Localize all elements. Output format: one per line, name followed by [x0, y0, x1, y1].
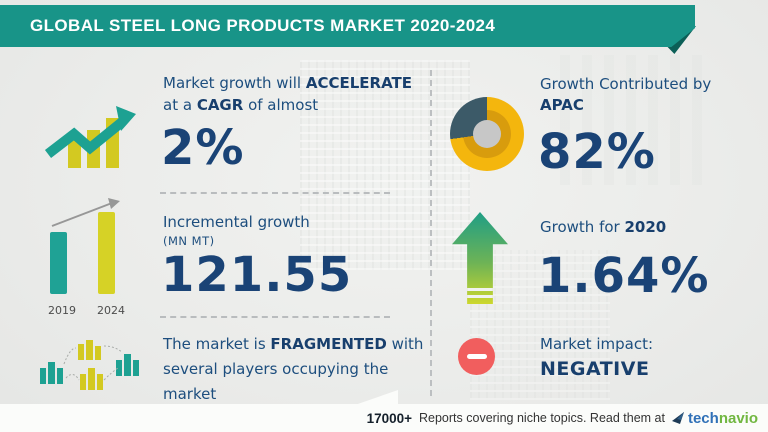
fragmented-post: with several players occupying the marke…: [163, 335, 424, 403]
growth-2020-value: 1.64%: [538, 248, 710, 304]
report-count: 17000+: [366, 410, 412, 426]
apac-text: Growth Contributed by APAC: [540, 74, 711, 116]
footer-bar: 17000+ Reports covering niche topics. Re…: [0, 404, 768, 432]
apac-line2: APAC: [540, 96, 584, 114]
year-comparison-bars-icon: [50, 198, 120, 294]
cagr-text: Market growth will ACCELERATE at a CAGR …: [163, 72, 433, 116]
growth-2020-text: Growth for 2020: [540, 216, 666, 238]
arrow-stripe: [467, 295, 493, 298]
divider: [160, 192, 390, 194]
growth-trend-icon: [44, 106, 136, 168]
arrow-stripe: [467, 288, 493, 291]
growth-2020-pre: Growth for: [540, 218, 625, 236]
apac-value: 82%: [538, 124, 656, 180]
fragmented-bold: FRAGMENTED: [270, 335, 387, 353]
fragmented-pre: The market is: [163, 335, 271, 353]
impact-value: NEGATIVE: [540, 358, 650, 380]
fragmented-market-icon: [40, 340, 139, 390]
cagr-value: 2%: [161, 120, 245, 176]
bar-year-right-label: 2024: [97, 304, 125, 317]
logo-tech: tech: [687, 409, 719, 427]
donut-center: [473, 120, 501, 148]
growth-up-arrow-icon: [452, 212, 508, 304]
technavio-sail-icon: [671, 411, 684, 424]
divider: [160, 316, 390, 318]
apac-line1: Growth Contributed by: [540, 75, 712, 93]
column-divider: [430, 70, 432, 396]
page-title: GLOBAL STEEL LONG PRODUCTS MARKET 2020-2…: [30, 16, 496, 35]
technavio-logo[interactable]: technavio: [671, 409, 758, 427]
negative-impact-icon: [458, 338, 495, 375]
cagr-line2a: at a: [163, 96, 197, 114]
footer-text: Reports covering niche topics. Read them…: [419, 411, 665, 425]
incremental-value: 121.55: [161, 247, 353, 303]
cagr-label: CAGR: [196, 96, 244, 114]
header-ribbon: GLOBAL STEEL LONG PRODUCTS MARKET 2020-2…: [0, 5, 695, 47]
logo-navio: navio: [718, 409, 758, 427]
cagr-line2c: of almost: [243, 96, 319, 114]
cagr-line1: Market growth will: [163, 74, 306, 92]
apac-donut-chart-icon: [450, 97, 524, 171]
incremental-unit: (MN MT): [163, 234, 215, 248]
fragmented-text: The market is FRAGMENTED with several pl…: [163, 332, 425, 407]
impact-label: Market impact:: [540, 335, 654, 353]
minus-bar: [466, 354, 487, 359]
bar-year-left-label: 2019: [48, 304, 76, 317]
growth-2020-year: 2020: [624, 218, 667, 236]
cagr-accelerate: ACCELERATE: [305, 74, 412, 92]
incremental-label: Incremental growth: [163, 213, 310, 231]
